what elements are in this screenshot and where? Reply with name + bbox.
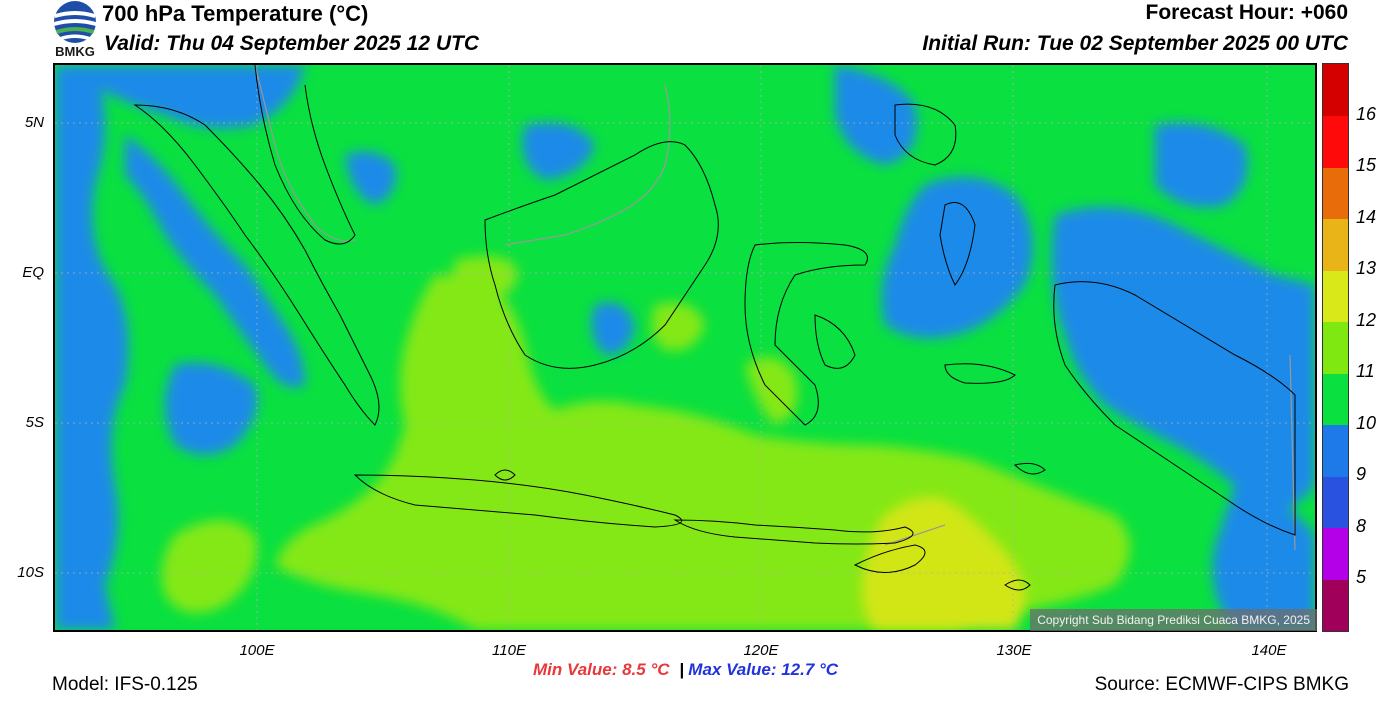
- colorbar-segment: [1323, 115, 1348, 168]
- temperature-map: [53, 63, 1317, 632]
- min-max-separator: |: [679, 660, 685, 679]
- x-tick-label: 120E: [743, 642, 779, 659]
- colorbar-label: 11: [1356, 361, 1375, 382]
- colorbar-label: 12: [1356, 309, 1377, 330]
- colorbar-label: 9: [1356, 464, 1367, 485]
- colorbar-segment: [1323, 579, 1348, 632]
- colorbar-segment: [1323, 424, 1348, 477]
- valid-time: Valid: Thu 04 September 2025 12 UTC: [104, 32, 480, 55]
- country-borders: [254, 65, 1296, 551]
- coastlines: [133, 65, 1296, 591]
- map-canvas: [55, 65, 1315, 630]
- colorbar-segment: [1323, 218, 1348, 271]
- y-tick-label: 5S: [25, 414, 44, 431]
- warmest-temperature-zone: [861, 497, 1025, 630]
- colorbar-label: 16: [1356, 103, 1377, 124]
- initial-run: Initial Run: Tue 02 September 2025 00 UT…: [922, 32, 1348, 55]
- colorbar-segment: [1323, 373, 1348, 426]
- logo-text: BMKG: [55, 44, 95, 59]
- colorbar-label: 5: [1356, 567, 1367, 588]
- colorbar-label: 10: [1356, 412, 1377, 433]
- colorbar: [1322, 63, 1349, 632]
- x-tick-label: 130E: [996, 642, 1032, 659]
- min-value: Min Value: 8.5 °C: [533, 660, 670, 679]
- colorbar-label: 13: [1356, 258, 1377, 279]
- colorbar-label: 8: [1356, 515, 1367, 536]
- min-max-values: Min Value: 8.5 °C | Max Value: 12.7 °C: [533, 660, 838, 680]
- colorbar-label: 14: [1356, 206, 1377, 227]
- x-tick-label: 110E: [492, 642, 526, 659]
- copyright-notice: Copyright Sub Bidang Prediksi Cuaca BMKG…: [1030, 609, 1317, 631]
- colorbar-segment: [1323, 321, 1348, 374]
- data-source: Source: ECMWF-CIPS BMKG: [1094, 674, 1349, 695]
- map-title: 700 hPa Temperature (°C): [102, 1, 369, 26]
- x-tick-label: 100E: [239, 642, 275, 659]
- y-tick-label: EQ: [22, 264, 44, 281]
- colorbar-label: 15: [1356, 155, 1377, 176]
- colorbar-segment: [1323, 476, 1348, 529]
- x-tick-label: 140E: [1251, 642, 1287, 659]
- colorbar-segment: [1323, 64, 1348, 117]
- max-value: Max Value: 12.7 °C: [688, 660, 839, 679]
- cold-temperature-zones: [55, 65, 1315, 630]
- bmkg-logo: BMKG: [50, 0, 100, 62]
- forecast-hour: Forecast Hour: +060: [1145, 1, 1349, 24]
- map-gridlines: [55, 65, 1315, 630]
- y-tick-label: 10S: [17, 564, 44, 581]
- model-name: Model: IFS-0.125: [52, 674, 198, 695]
- colorbar-segment: [1323, 167, 1348, 220]
- colorbar-segment: [1323, 527, 1348, 580]
- y-tick-label: 5N: [24, 114, 44, 131]
- colorbar-segment: [1323, 270, 1348, 323]
